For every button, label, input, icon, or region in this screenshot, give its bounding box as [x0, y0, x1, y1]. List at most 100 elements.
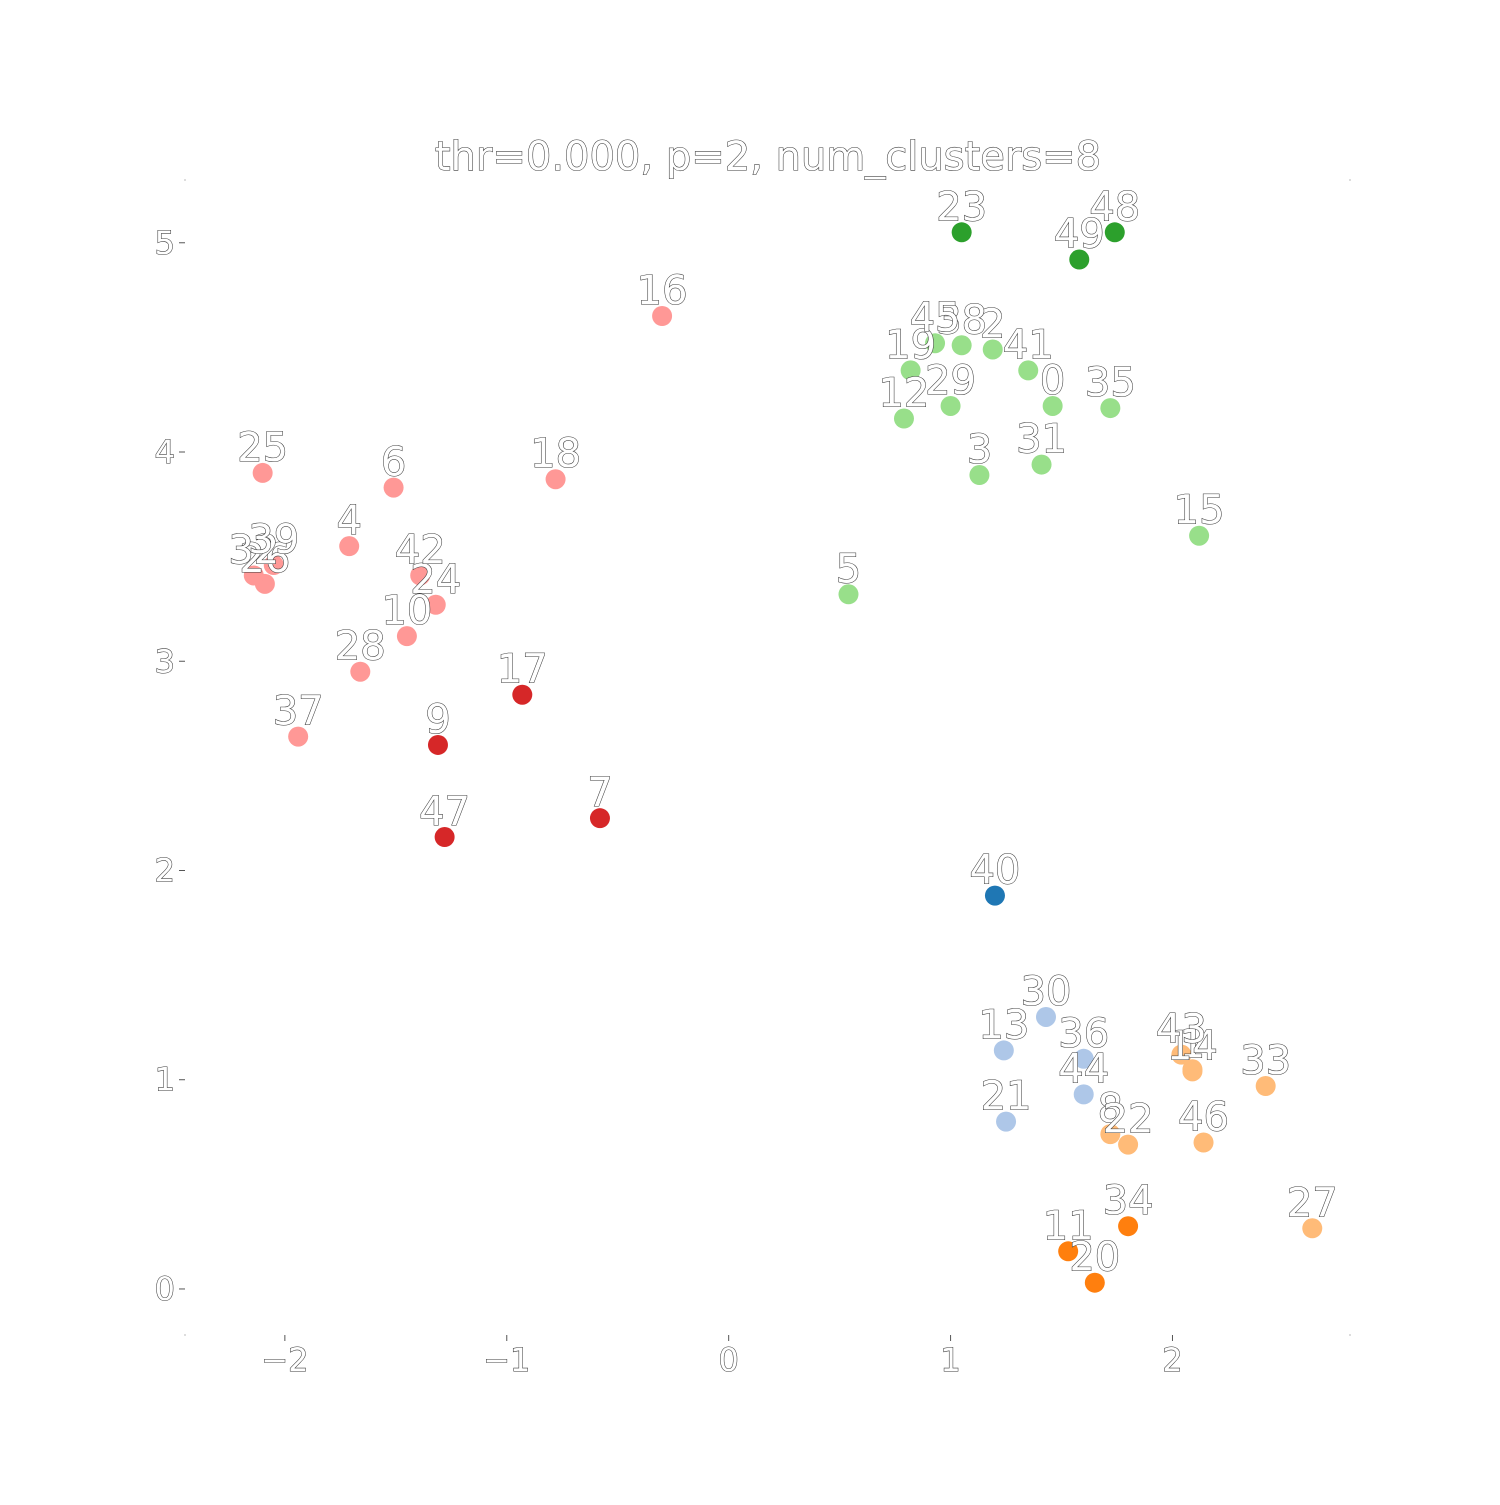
- axes-corner-mark: [1349, 179, 1351, 181]
- x-tick-label: 2: [1162, 1341, 1182, 1379]
- scatter-point: [545, 469, 566, 490]
- point-label: 14: [1167, 1023, 1218, 1069]
- y-axis-ticks: 0 1 2 3 4 5: [154, 223, 185, 1309]
- y-tick-label: 5: [155, 224, 175, 262]
- y-tick-label: 0: [155, 1270, 175, 1308]
- y-tick-label: 3: [155, 642, 175, 680]
- scatter-point: [1042, 395, 1063, 416]
- point-label: 3: [967, 427, 992, 473]
- y-tick-label: 2: [155, 851, 175, 889]
- scatter-point: [512, 684, 533, 705]
- point-label: 33: [1240, 1038, 1291, 1084]
- point-label: 18: [530, 431, 581, 477]
- scatter-point: [383, 477, 404, 498]
- point-label: 22: [1103, 1097, 1154, 1143]
- scatter-point: [339, 536, 360, 557]
- scatter-point: [350, 661, 371, 682]
- scatter-point: [951, 335, 972, 356]
- data-points: [243, 222, 1323, 1293]
- point-label: 10: [381, 588, 432, 634]
- scatter-point: [1255, 1076, 1276, 1097]
- point-label: 28: [335, 624, 386, 670]
- point-label: 17: [497, 647, 548, 693]
- axes-corner-marks: [184, 179, 1351, 1336]
- scatter-point: [1118, 1216, 1139, 1237]
- scatter-point: [982, 339, 1003, 360]
- scatter-point: [1035, 1006, 1056, 1027]
- scatter-point: [263, 555, 284, 575]
- scatter-point: [1118, 1134, 1139, 1155]
- scatter-point: [1171, 1044, 1192, 1065]
- x-tick-label: −2: [261, 1341, 308, 1379]
- x-axis-ticks: −2 −1 0 1 2: [261, 1335, 1183, 1380]
- scatter-point: [996, 1111, 1017, 1132]
- scatter-point: [1302, 1218, 1323, 1239]
- point-label: 40: [969, 848, 1020, 894]
- point-label: 37: [273, 689, 324, 735]
- scatter-point: [1193, 1132, 1214, 1153]
- point-label: 15: [1174, 488, 1225, 534]
- point-label: 13: [978, 1002, 1029, 1048]
- point-label: 11: [1043, 1203, 1094, 1249]
- point-label: 48: [1089, 184, 1140, 230]
- scatter-point: [893, 408, 914, 429]
- point-label: 34: [1103, 1178, 1154, 1224]
- point-label: 7: [587, 770, 612, 816]
- axes-corner-mark: [184, 1334, 186, 1336]
- axes-corner-mark: [1349, 1334, 1351, 1336]
- scatter-point: [925, 333, 946, 354]
- point-label: 36: [1058, 1011, 1109, 1057]
- scatter-point: [434, 827, 455, 848]
- point-label: 49: [1054, 212, 1105, 258]
- scatter-point: [425, 594, 446, 615]
- point-label: 24: [410, 557, 461, 603]
- point-label: 2: [980, 301, 1005, 347]
- scatter-point: [951, 222, 972, 243]
- scatter-point: [243, 565, 264, 586]
- point-label: 35: [1085, 360, 1136, 406]
- point-label: 19: [885, 322, 936, 368]
- point-label: 44: [1058, 1046, 1109, 1092]
- point-label: 25: [237, 425, 288, 471]
- x-tick-label: 1: [940, 1341, 960, 1379]
- point-label: 45: [910, 295, 961, 341]
- point-label: 21: [981, 1074, 1032, 1120]
- scatter-point: [1069, 249, 1090, 270]
- scatter-point: [838, 584, 859, 605]
- point-label: 29: [925, 358, 976, 404]
- point-label: 26: [239, 536, 290, 582]
- y-tick-label: 4: [155, 433, 175, 471]
- scatter-point: [1018, 360, 1039, 381]
- scatter-point: [1073, 1084, 1094, 1105]
- point-label: 42: [395, 527, 446, 573]
- point-label: 8: [1098, 1086, 1123, 1132]
- scatter-point: [1104, 222, 1125, 243]
- scatter-point: [288, 726, 309, 747]
- point-label: 16: [637, 268, 688, 314]
- point-label: 23: [936, 184, 987, 230]
- scatter-point: [1100, 1124, 1121, 1145]
- scatter-point: [652, 306, 673, 327]
- point-label: 12: [879, 371, 930, 417]
- y-tick-label: 1: [155, 1061, 175, 1099]
- point-label: 6: [381, 440, 406, 486]
- point-label: 9: [425, 697, 450, 743]
- scatter-point: [1100, 398, 1121, 419]
- point-label: 32: [228, 527, 279, 573]
- point-label: 41: [1003, 322, 1054, 368]
- point-label: 5: [836, 546, 861, 592]
- point-label: 47: [419, 789, 470, 835]
- point-label: 39: [248, 517, 299, 563]
- point-label: 1: [1180, 1021, 1205, 1067]
- scatter-point: [969, 465, 990, 486]
- x-tick-label: 0: [718, 1341, 738, 1379]
- scatter-point: [396, 626, 417, 647]
- point-label: 27: [1287, 1180, 1338, 1226]
- point-label: 4: [336, 498, 361, 544]
- point-label: 31: [1016, 417, 1067, 463]
- scatter-point: [427, 734, 448, 755]
- scatter-point: [984, 885, 1005, 906]
